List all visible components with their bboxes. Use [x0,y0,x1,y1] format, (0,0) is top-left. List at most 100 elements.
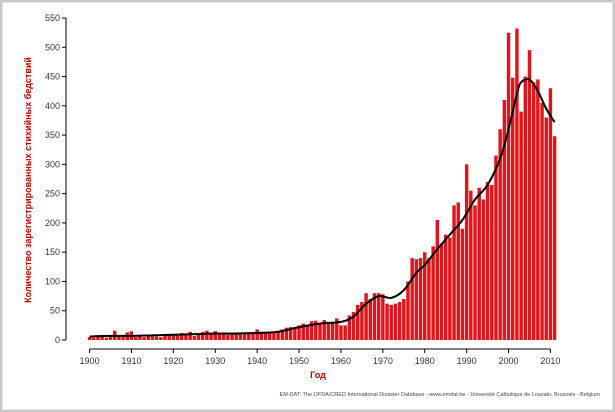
bar [150,336,155,340]
bar [502,99,507,341]
bar [330,321,335,340]
bar [548,88,553,340]
bar [410,258,414,340]
bar [301,323,305,340]
bar [393,303,398,340]
bar [523,76,528,341]
bar [347,315,352,340]
y-tick-label: 300 [45,159,60,169]
y-tick-label: 350 [45,130,60,140]
bar [305,325,310,340]
x-tick-label: 1930 [205,356,225,366]
bar [343,325,347,340]
bar [263,332,268,340]
x-tick-label: 1980 [415,356,435,366]
bar [293,327,297,340]
y-tick-label: 550 [45,13,60,23]
bar [464,164,469,340]
bar [247,332,251,340]
y-axis-title: Количество зарегистрированных стихийных … [23,57,33,303]
bar [234,332,238,340]
bar [133,337,138,340]
bar [138,336,142,340]
bar [242,332,247,340]
bar [280,329,285,340]
bar [431,246,435,340]
bar [154,336,159,340]
bar [159,337,163,340]
x-tick-label: 1960 [331,356,351,366]
y-tick-label: 150 [45,247,60,257]
x-tick-label: 1910 [121,356,141,366]
source-credit: EM-DAT: The OFDA/CRED International Disa… [280,392,601,398]
x-tick-label: 1950 [289,356,309,366]
bar [230,333,234,340]
bar [100,336,104,340]
bar [205,330,209,340]
bar [402,299,406,340]
bar [188,331,192,340]
bar [385,303,389,340]
bar [490,184,494,340]
bar [326,323,331,340]
bar [284,327,289,340]
bar [473,205,477,340]
bar [372,293,377,340]
bar [485,181,490,340]
bar [121,337,125,340]
bar [276,331,280,340]
x-tick-label: 1970 [373,356,393,366]
bar [217,333,222,340]
bar [389,304,393,340]
bar [221,332,226,340]
bar [318,324,322,340]
bar [414,259,419,340]
bar [355,304,360,340]
bar [339,325,343,340]
bar [108,335,113,340]
y-tick-label: 100 [45,276,60,286]
bar [469,190,473,340]
y-tick-label: 200 [45,218,60,228]
bar [251,333,255,340]
bar [192,335,197,340]
bar [515,28,519,340]
bar [552,136,557,340]
bar [238,334,243,340]
bar [180,332,184,340]
bar [92,337,96,340]
bar [255,329,259,340]
bar [322,320,326,340]
y-axis: 0 50 100 150 200 250 300 350 400 450 500 550 [45,13,67,345]
bar [506,32,511,340]
bar [427,258,431,340]
bar-series [87,28,557,341]
bar [406,281,410,340]
bar [477,187,481,340]
bar [146,335,150,340]
bar [364,293,368,340]
bar [498,129,502,340]
bar [184,335,188,340]
trend-line [89,77,556,338]
x-axis-title: Год [310,370,326,380]
bar [226,334,230,340]
bar [439,243,444,340]
bar [335,318,339,340]
x-tick-label: 1900 [80,356,100,366]
bar [288,327,293,340]
bar [171,335,176,340]
bar [494,155,498,340]
y-tick-label: 400 [45,101,60,111]
bar [200,331,205,340]
bar [456,202,460,340]
bar [196,334,201,340]
bar [423,252,427,340]
bar [360,301,364,340]
bar [435,219,440,340]
bar [117,335,121,340]
bar [531,82,536,341]
bar [511,77,515,340]
bar [527,50,532,340]
